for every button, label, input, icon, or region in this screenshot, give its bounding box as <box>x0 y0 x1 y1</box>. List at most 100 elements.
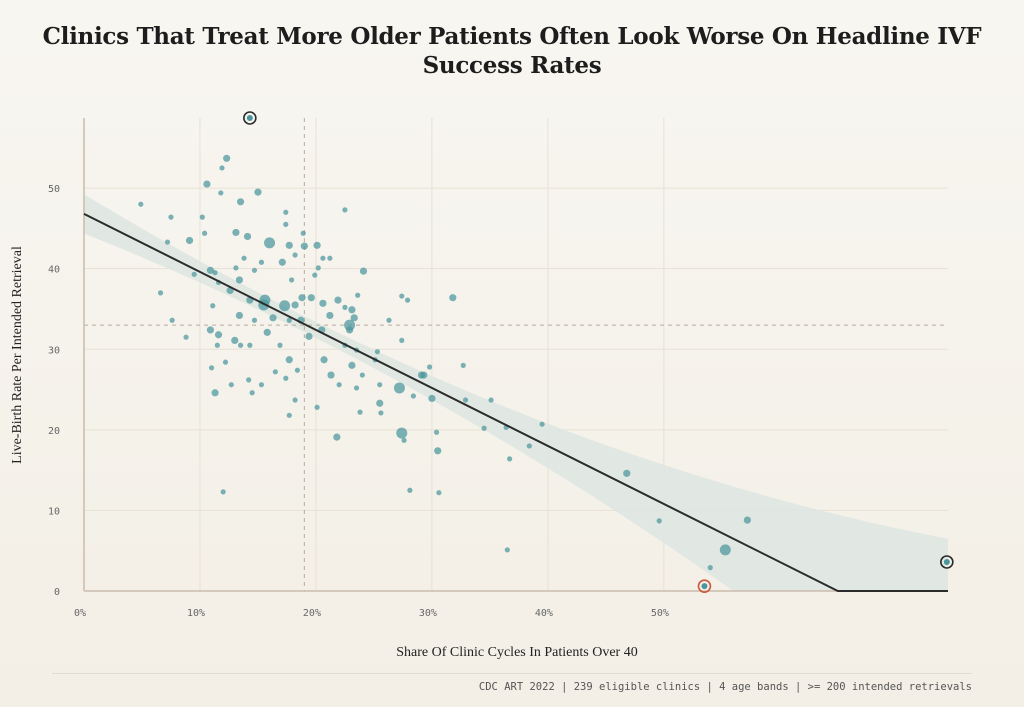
data-point <box>272 369 278 375</box>
data-point <box>206 326 215 334</box>
data-point <box>320 255 326 261</box>
data-point <box>251 267 258 273</box>
data-point <box>300 242 308 250</box>
data-point <box>460 362 466 368</box>
data-point <box>333 433 341 441</box>
data-point <box>164 239 171 245</box>
data-point <box>326 311 334 320</box>
data-point <box>427 364 433 370</box>
chart-title: Clinics That Treat More Older Patients O… <box>42 23 982 79</box>
data-point <box>407 487 413 493</box>
data-point <box>539 421 545 427</box>
y-tick-label: 20 <box>48 426 60 437</box>
data-point <box>218 190 224 196</box>
highlight-ring <box>940 555 954 569</box>
data-point <box>374 349 381 355</box>
data-point <box>342 207 348 213</box>
data-point <box>283 375 289 381</box>
data-point <box>315 265 321 271</box>
data-point <box>462 397 469 403</box>
data-point <box>254 188 262 196</box>
data-point <box>220 489 226 495</box>
data-point <box>233 265 239 271</box>
data-point <box>214 342 220 348</box>
data-point <box>344 319 356 331</box>
data-point <box>199 214 205 220</box>
data-point <box>319 299 327 307</box>
data-point <box>232 228 240 237</box>
highlighted-point <box>246 115 253 121</box>
data-point <box>291 301 299 309</box>
data-point <box>203 180 211 188</box>
data-point <box>210 303 216 309</box>
data-point <box>222 359 229 365</box>
y-tick-label: 0 <box>54 587 60 598</box>
highlight-ring <box>243 111 257 125</box>
data-point <box>277 342 283 348</box>
data-point <box>246 377 252 383</box>
data-point <box>283 221 289 227</box>
data-point <box>292 252 298 258</box>
data-point <box>436 490 442 496</box>
y-tick-label: 50 <box>48 184 60 195</box>
x-tick-label: 30% <box>419 608 437 619</box>
x-tick-label: 10% <box>187 608 205 619</box>
data-point <box>258 259 265 265</box>
data-point <box>342 304 348 310</box>
data-point <box>359 267 368 275</box>
data-point <box>334 296 342 304</box>
data-point <box>336 382 342 388</box>
data-point <box>504 547 510 553</box>
data-point <box>743 516 751 524</box>
data-point <box>410 393 416 399</box>
data-point <box>206 266 215 274</box>
data-point <box>355 292 361 298</box>
data-point <box>350 314 358 322</box>
data-point <box>247 342 253 348</box>
highlighted-point <box>701 583 708 590</box>
data-point <box>214 331 223 339</box>
y-tick-label: 40 <box>48 265 60 276</box>
data-point <box>298 294 306 302</box>
data-point <box>251 317 258 323</box>
data-point <box>449 294 457 302</box>
data-point <box>183 334 189 340</box>
confidence-band <box>84 194 948 591</box>
data-point <box>236 198 245 206</box>
data-point <box>507 456 513 462</box>
data-point <box>157 290 164 296</box>
data-point <box>283 209 289 215</box>
data-point <box>399 293 405 299</box>
x-tick-label: 20% <box>303 608 321 619</box>
data-point <box>241 255 247 261</box>
data-point <box>231 336 239 344</box>
data-point <box>526 443 532 449</box>
data-point <box>353 385 360 391</box>
highlighted-point <box>943 558 950 565</box>
data-point <box>202 230 208 236</box>
data-point <box>191 271 197 277</box>
data-point <box>313 241 321 249</box>
data-point <box>656 518 662 524</box>
data-point <box>279 300 291 312</box>
regression-line <box>83 212 948 592</box>
data-point <box>488 397 494 403</box>
data-point <box>399 337 405 343</box>
x-tick-label: 0% <box>74 608 86 619</box>
data-point <box>359 372 365 378</box>
data-point <box>208 365 215 371</box>
data-point <box>386 317 392 323</box>
data-point <box>376 399 384 407</box>
data-point <box>433 429 440 435</box>
source-footer: CDC ART 2022 | 239 eligible clinics | 4 … <box>478 681 972 693</box>
data-point <box>219 165 225 171</box>
data-point <box>300 230 306 236</box>
data-point <box>307 294 315 302</box>
data-point <box>169 317 175 323</box>
data-point <box>428 394 436 403</box>
data-point <box>211 389 219 397</box>
data-point <box>481 425 487 431</box>
data-point <box>263 328 271 336</box>
x-axis-label: Share Of Clinic Cycles In Patients Over … <box>396 645 638 660</box>
